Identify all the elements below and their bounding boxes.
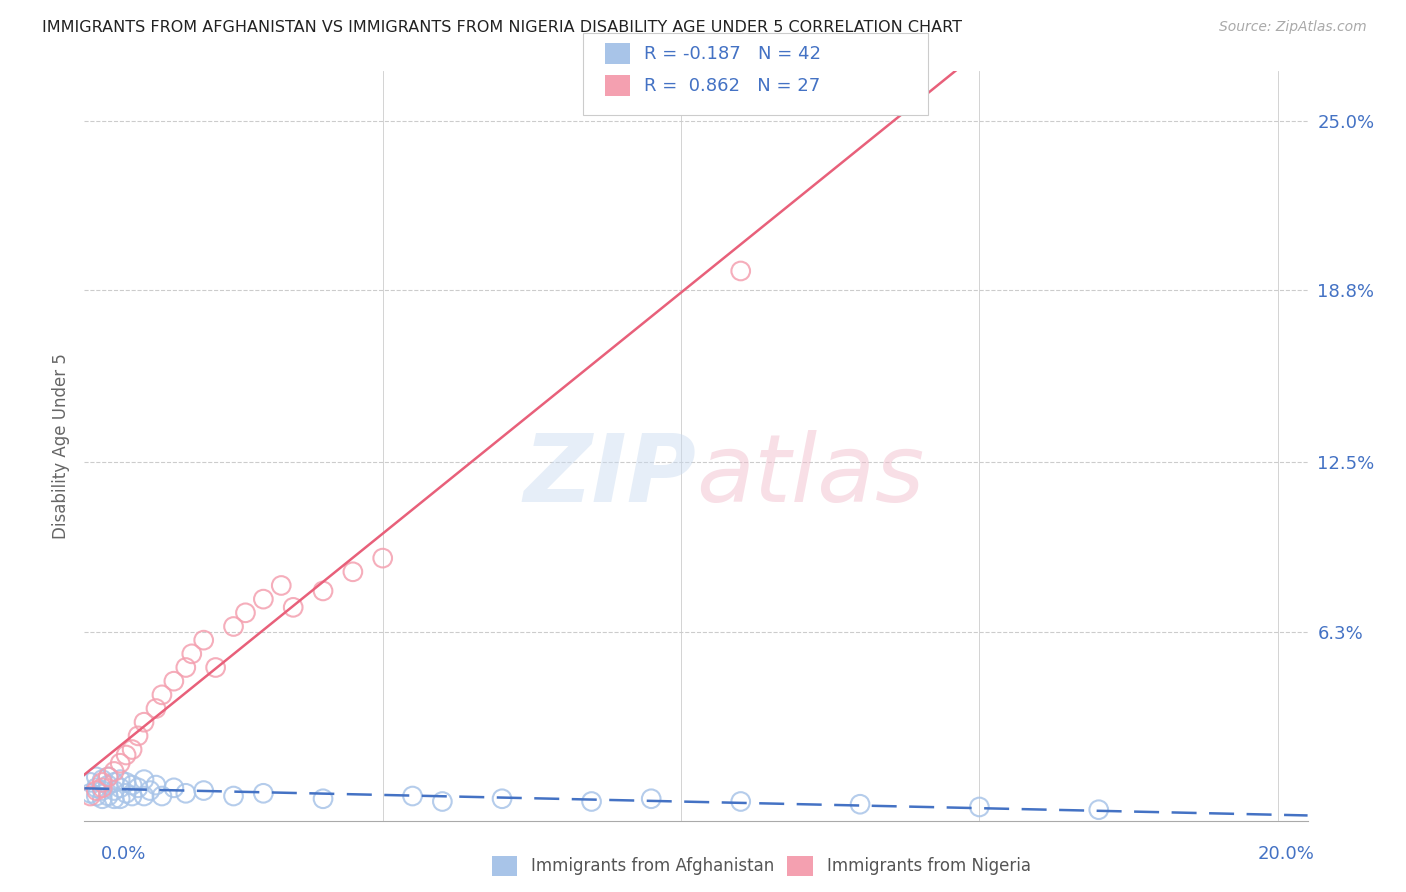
Point: [730, 795, 752, 809]
Point: [84, 783, 107, 797]
Point: [222, 619, 245, 633]
Text: ZIP: ZIP: [523, 430, 696, 522]
Point: [103, 783, 125, 797]
Point: [371, 551, 394, 566]
Text: R = -0.187   N = 42: R = -0.187 N = 42: [644, 45, 821, 62]
Point: [640, 791, 662, 805]
Point: [283, 600, 305, 615]
Point: [252, 592, 274, 607]
Point: [432, 795, 454, 809]
Point: [222, 789, 245, 803]
Text: 0.0%: 0.0%: [101, 845, 146, 863]
Y-axis label: Disability Age Under 5: Disability Age Under 5: [52, 353, 70, 539]
Text: Immigrants from Afghanistan: Immigrants from Afghanistan: [531, 857, 775, 875]
Point: [84, 789, 107, 803]
Point: [145, 701, 167, 715]
Point: [115, 747, 138, 762]
Point: [103, 764, 125, 779]
Point: [150, 789, 173, 803]
Point: [270, 578, 292, 592]
Point: [91, 772, 114, 787]
Point: [91, 780, 114, 795]
Text: Source: ZipAtlas.com: Source: ZipAtlas.com: [1219, 20, 1367, 34]
Point: [84, 780, 107, 795]
Point: [79, 775, 101, 789]
Point: [103, 791, 125, 805]
Point: [79, 789, 101, 803]
Point: [235, 606, 257, 620]
Point: [127, 729, 149, 743]
Point: [163, 674, 186, 689]
Point: [97, 778, 120, 792]
Point: [115, 775, 138, 789]
Text: 20.0%: 20.0%: [1258, 845, 1315, 863]
Point: [150, 688, 173, 702]
Point: [79, 786, 101, 800]
Point: [193, 783, 215, 797]
Point: [849, 797, 872, 812]
Point: [97, 789, 120, 803]
Text: IMMIGRANTS FROM AFGHANISTAN VS IMMIGRANTS FROM NIGERIA DISABILITY AGE UNDER 5 CO: IMMIGRANTS FROM AFGHANISTAN VS IMMIGRANT…: [42, 20, 962, 35]
Point: [312, 583, 335, 598]
Point: [252, 786, 274, 800]
Point: [491, 791, 513, 805]
Text: Immigrants from Nigeria: Immigrants from Nigeria: [827, 857, 1031, 875]
Point: [312, 791, 335, 805]
Point: [132, 789, 155, 803]
Point: [108, 772, 131, 787]
Point: [103, 775, 125, 789]
Point: [204, 660, 226, 674]
Point: [180, 647, 202, 661]
Point: [401, 789, 423, 803]
Point: [115, 786, 138, 800]
Point: [193, 633, 215, 648]
Point: [139, 783, 162, 797]
Point: [121, 778, 143, 792]
Point: [730, 264, 752, 278]
Point: [97, 770, 120, 784]
Point: [342, 565, 364, 579]
Point: [91, 775, 114, 789]
Point: [84, 770, 107, 784]
Point: [174, 660, 197, 674]
Point: [132, 772, 155, 787]
Text: R =  0.862   N = 27: R = 0.862 N = 27: [644, 77, 820, 95]
Point: [581, 795, 603, 809]
Point: [132, 715, 155, 730]
Point: [97, 770, 120, 784]
Point: [121, 742, 143, 756]
Point: [108, 791, 131, 805]
Point: [91, 783, 114, 797]
Point: [174, 786, 197, 800]
Point: [121, 789, 143, 803]
Point: [108, 756, 131, 771]
Point: [145, 778, 167, 792]
Point: [91, 791, 114, 805]
Point: [969, 800, 991, 814]
Point: [127, 780, 149, 795]
Text: atlas: atlas: [696, 431, 924, 522]
Point: [108, 780, 131, 795]
Point: [1087, 803, 1109, 817]
Point: [163, 780, 186, 795]
